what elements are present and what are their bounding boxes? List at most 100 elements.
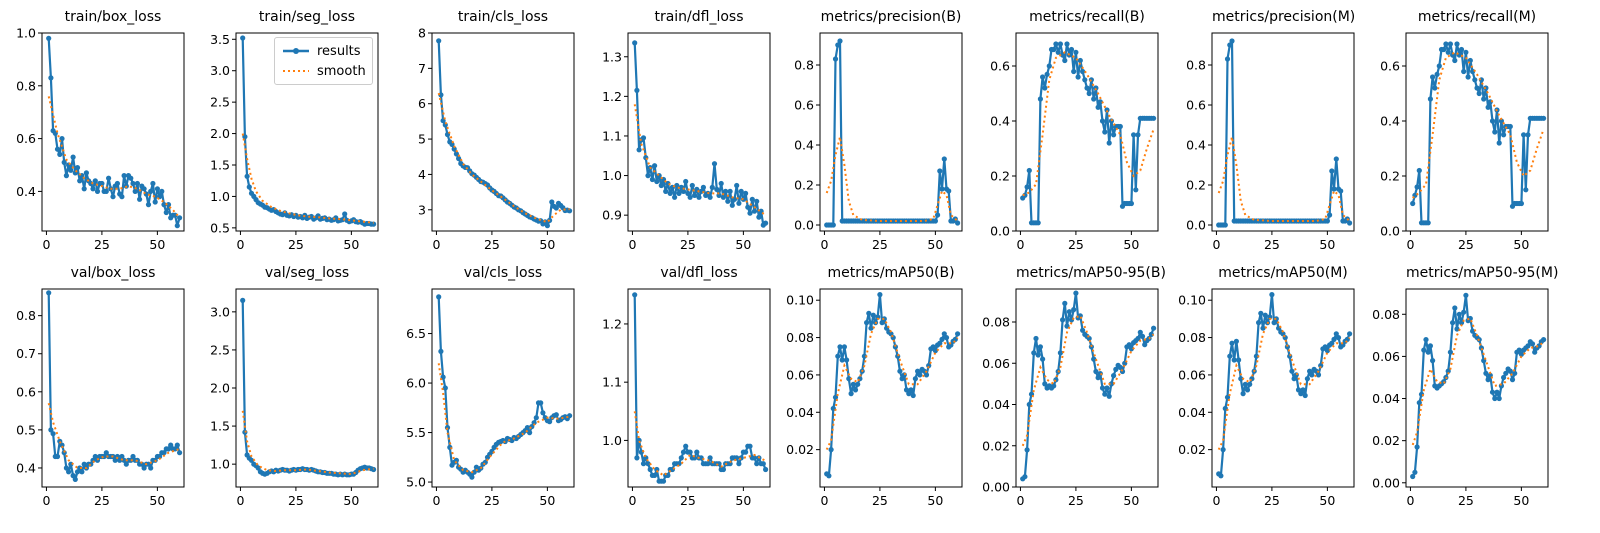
data-point [1102, 129, 1108, 135]
data-point [48, 75, 54, 81]
data-point [705, 461, 711, 467]
data-point [1113, 366, 1119, 372]
data-point [864, 320, 870, 326]
data-point [935, 212, 941, 218]
data-point [694, 449, 700, 455]
y-tick-label: 0.6 [1380, 59, 1400, 74]
data-point [725, 198, 731, 204]
data-point [1485, 377, 1491, 383]
series-results [1216, 38, 1353, 228]
data-point [72, 476, 78, 482]
x-tick-label: 0 [1016, 237, 1024, 252]
data-point [832, 56, 839, 62]
chart-svg: 0.0 0.2 0.4 0.6 0.8 0 25 50 [1186, 32, 1355, 252]
data-point [870, 312, 876, 318]
chart-panel-4: metrics/precision(B) 0.0 0.2 0.4 0.6 0.8 0 25 50 [776, 7, 966, 255]
series-line-results [1021, 292, 1155, 480]
plot-frame [819, 32, 963, 232]
data-point [1335, 335, 1342, 341]
data-point [436, 294, 442, 300]
chart-title: metrics/precision(M) [1212, 9, 1356, 25]
data-point [939, 336, 945, 342]
y-tick-label: 0.8 [16, 308, 36, 323]
data-point [1236, 357, 1242, 363]
data-point [709, 184, 715, 190]
data-point [145, 202, 152, 208]
data-point [61, 159, 67, 165]
y-tick-label: 0.5 [16, 422, 36, 437]
data-point [1492, 129, 1498, 135]
chart-svg: 1.0 1.5 2.0 2.5 3.0 0 25 50 [210, 288, 379, 508]
data-point [50, 431, 56, 437]
data-point [1111, 373, 1117, 379]
y-tick-label: 0.10 [1178, 293, 1206, 308]
data-point [1430, 74, 1436, 80]
data-point [106, 175, 112, 181]
series-line-smooth [1412, 51, 1545, 199]
data-point [132, 188, 138, 194]
y-tick-label: 0.08 [1178, 330, 1206, 345]
chart-panel-8: val/box_loss 0.4 0.5 0.6 0.7 0.8 0 25 50 [0, 263, 188, 511]
data-point [456, 155, 462, 162]
data-point [636, 147, 642, 153]
legend-label-smooth: smooth [317, 63, 366, 79]
data-point [1463, 292, 1469, 298]
series-smooth [1022, 51, 1155, 197]
series-smooth [47, 96, 181, 219]
x-tick-label: 25 [288, 493, 304, 508]
data-point [538, 400, 544, 406]
data-point [658, 182, 664, 189]
x-tick-label: 0 [236, 493, 244, 508]
data-point [1410, 473, 1416, 480]
data-point [667, 190, 673, 196]
x-tick-label: 50 [343, 237, 359, 252]
data-point [1503, 370, 1509, 376]
x-tick-label: 50 [539, 237, 555, 252]
y-tick-label: 1.1 [602, 375, 622, 390]
series-results [632, 40, 769, 228]
series-smooth [241, 133, 374, 224]
y-tick-label: 0.00 [1372, 475, 1400, 490]
data-point [640, 135, 647, 141]
series-line-results [826, 39, 959, 227]
chart-title: val/dfl_loss [660, 265, 738, 281]
data-point [1327, 212, 1333, 218]
y-tick-label: 6 [418, 96, 426, 111]
data-point [663, 188, 669, 194]
data-point [926, 363, 932, 369]
data-point [152, 199, 158, 205]
data-point [1035, 220, 1041, 226]
chart-panel-0: train/box_loss 0.4 0.6 0.8 1.0 0 25 50 [0, 7, 188, 255]
data-point [1091, 96, 1097, 102]
data-point [471, 469, 477, 475]
series-results [46, 290, 183, 482]
data-point [1106, 140, 1112, 146]
data-point [749, 196, 755, 202]
data-point [955, 331, 961, 337]
data-point [751, 455, 758, 461]
data-point [1108, 381, 1114, 387]
data-point [117, 457, 123, 463]
data-point [240, 35, 246, 41]
data-point [1481, 96, 1487, 102]
data-point [941, 331, 947, 337]
data-point [177, 215, 183, 221]
data-point [687, 449, 693, 455]
data-point [449, 141, 455, 147]
series-line-results [825, 293, 959, 477]
y-tick-label: 1.3 [602, 49, 622, 64]
data-point [696, 194, 702, 200]
data-point [1022, 474, 1028, 480]
data-point [634, 455, 640, 461]
data-point [1496, 395, 1502, 402]
data-point [1483, 370, 1489, 376]
data-point [1501, 374, 1507, 381]
data-point [754, 461, 760, 467]
data-point [453, 457, 459, 463]
data-point [1414, 184, 1420, 190]
x-tick-label: 0 [236, 237, 244, 252]
data-point [747, 443, 753, 449]
plot-frame [627, 288, 771, 488]
data-point [1133, 187, 1139, 193]
plot-frame [1211, 32, 1355, 232]
